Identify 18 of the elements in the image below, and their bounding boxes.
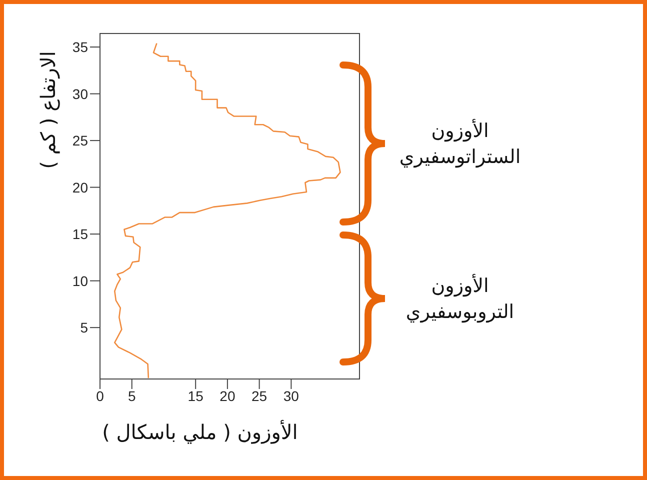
- x-tick-label: 25: [252, 388, 268, 404]
- y-tick-label: 35: [72, 38, 88, 55]
- x-tick-label: 30: [283, 388, 300, 404]
- x-tick-label: 15: [188, 388, 204, 404]
- y-tick-label: 20: [72, 179, 88, 196]
- text: الأوزون التروبوسفيري: [404, 272, 516, 324]
- text: الأوزون الستراتوسفيري: [398, 118, 522, 170]
- y-tick-label: 25: [72, 132, 88, 149]
- x-axis-title: الأوزون ( ملي باسكال ): [101, 418, 299, 446]
- line-series: [114, 42, 341, 379]
- x-tick-label: 20: [220, 388, 236, 404]
- y-tick-label: 30: [72, 86, 88, 102]
- x-tick-label: 0: [96, 388, 104, 404]
- y-tick-label: 10: [72, 272, 88, 289]
- y-tick-label: 5: [80, 320, 88, 336]
- y-axis-title: الارتفاع ( كم ): [35, 50, 61, 171]
- x-tick-label: 5: [128, 388, 136, 404]
- y-tick-label: 15: [72, 226, 88, 242]
